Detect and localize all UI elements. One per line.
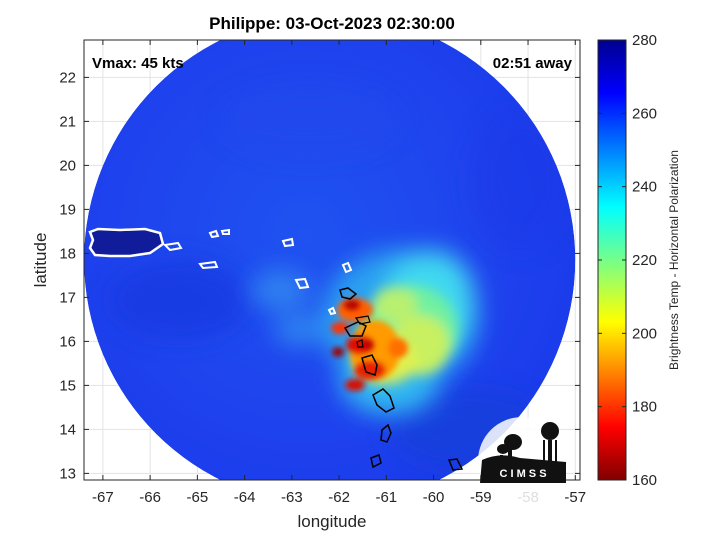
x-tick-label: -67: [92, 489, 114, 506]
x-tick-label: -62: [328, 489, 350, 506]
x-tick-label: -65: [187, 489, 209, 506]
y-tick-label: 20: [59, 157, 76, 174]
x-tick-label: -64: [234, 489, 256, 506]
colorbar-ticks: 160 180 200 220 240 260 280: [598, 32, 657, 489]
y-tick-label: 14: [59, 421, 76, 438]
y-tick-label: 21: [59, 113, 76, 130]
x-tick-label: -57: [564, 489, 586, 506]
colorbar-tick-label: 160: [632, 472, 657, 489]
coastlines: [88, 227, 464, 471]
plot-title: Philippe: 03-Oct-2023 02:30:00: [209, 14, 455, 33]
y-axis-ticks: 13 14 15 16 17 18 19 20 21 22: [59, 69, 580, 482]
colorbar: 160 180 200 220 240 260 280 Brightness Temp - …: [597, 32, 681, 489]
vmax-annotation: Vmax: 45 kts: [92, 55, 184, 72]
colorbar-tick-label: 220: [632, 252, 657, 269]
colorbar-tick-label: 200: [632, 325, 657, 342]
y-tick-label: 16: [59, 333, 76, 350]
colorbar-label: Brightness Temp - Horizontal Polarizatio…: [667, 150, 681, 370]
y-tick-label: 13: [59, 465, 76, 482]
colorbar-tick-label: 180: [632, 399, 657, 416]
colorbar-gradient: [597, 39, 627, 481]
colorbar-tick-label: 260: [632, 105, 657, 122]
y-axis-label: latitude: [31, 233, 50, 288]
x-tick-label: -66: [139, 489, 161, 506]
puerto-rico-outline: [88, 227, 165, 258]
y-tick-label: 19: [59, 201, 76, 218]
cimss-logo-text: C I M S S: [499, 468, 546, 480]
x-tick-label: -61: [375, 489, 397, 506]
x-tick-label: -59: [470, 489, 492, 506]
cimss-logo: C I M S S: [478, 417, 566, 505]
colorbar-tick-label: 280: [632, 32, 657, 49]
x-axis-ticks: -67-66-65-64-63-62-61-60-59-58-57: [92, 40, 586, 506]
axes-frame: [83, 39, 581, 481]
y-tick-label: 17: [59, 289, 76, 306]
y-tick-label: 22: [59, 69, 76, 86]
y-tick-label: 18: [59, 245, 76, 262]
colorbar-tick-label: 240: [632, 179, 657, 196]
time-away-annotation: 02:51 away: [493, 55, 573, 72]
y-tick-label: 15: [59, 377, 76, 394]
x-axis-label: longitude: [297, 512, 366, 531]
x-tick-label: -63: [281, 489, 303, 506]
x-tick-label: -60: [423, 489, 445, 506]
